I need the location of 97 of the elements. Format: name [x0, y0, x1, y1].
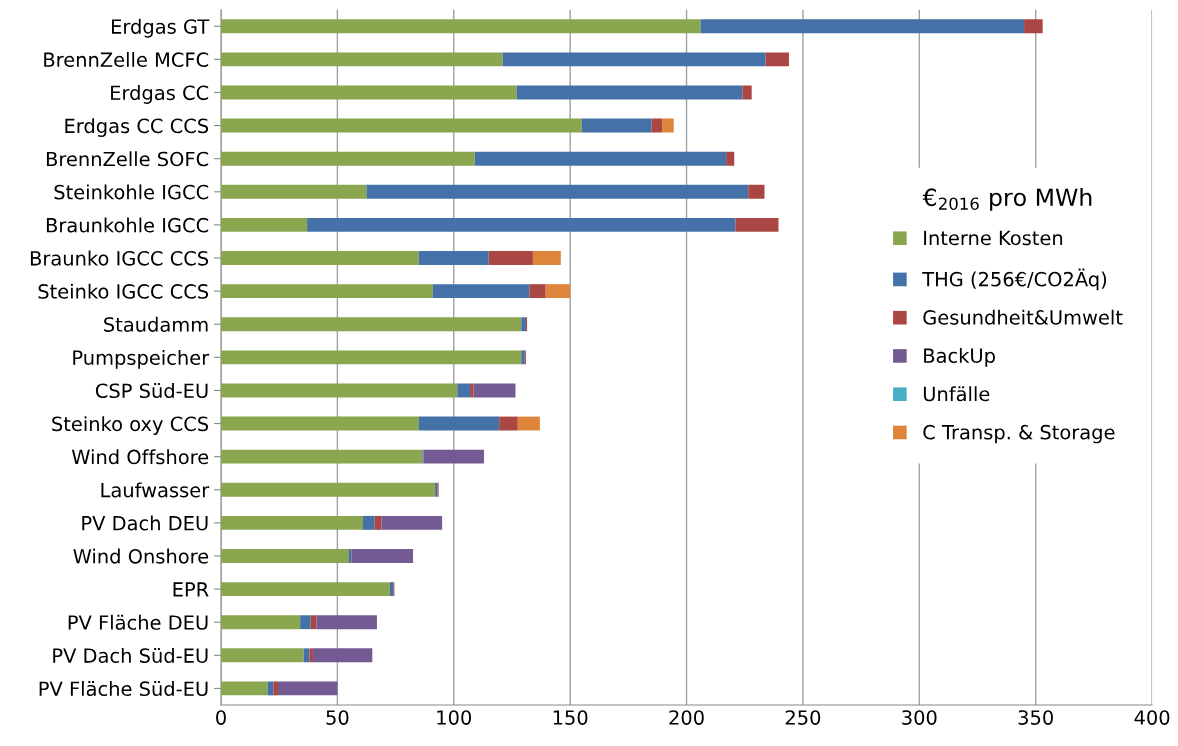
bar	[662, 118, 674, 133]
bar	[220, 217, 308, 232]
bar	[651, 118, 663, 133]
x-tick-label: 300	[902, 710, 937, 725]
bar	[374, 515, 382, 530]
bar	[220, 184, 367, 199]
y-tick-label: Erdgas GT	[112, 18, 210, 38]
y-tick-label: Pumpspeicher	[73, 349, 210, 369]
y-tick-label: Staudamm	[104, 316, 208, 332]
legend-label: BackUp	[924, 347, 995, 367]
y-tick-label: Braunko IGCC CCS	[30, 250, 209, 266]
y-tick-label: EPR	[173, 582, 209, 597]
bar	[735, 217, 779, 232]
bar	[220, 449, 423, 464]
bar	[307, 217, 736, 232]
x-tick-label: 50	[326, 710, 349, 725]
bar	[529, 284, 546, 299]
y-tick-label: BrennZelle MCFC	[44, 51, 209, 68]
bar	[521, 317, 526, 332]
bar	[516, 85, 743, 100]
bar	[726, 151, 735, 166]
bar	[220, 515, 363, 530]
bar	[220, 317, 522, 332]
bar	[220, 251, 419, 265]
bar	[220, 19, 701, 34]
y-tick-label: Wind Onshore	[73, 548, 209, 564]
bar	[366, 184, 749, 199]
y-tick-label: Braunkohle IGCC	[46, 217, 209, 233]
y-tick-label: Steinko oxy CCS	[52, 416, 209, 435]
x-tick-label: 200	[669, 710, 704, 725]
bar	[220, 85, 517, 100]
x-tick-label: 150	[553, 710, 588, 725]
y-tick-label: CSP Süd-EU	[95, 383, 208, 399]
bar	[312, 648, 373, 663]
y-tick-label: PV Dach Süd-EU	[53, 647, 208, 663]
bar	[273, 681, 279, 696]
x-tick-label: 0	[216, 710, 226, 725]
y-tick-label: Steinko IGCC CCS	[38, 283, 209, 299]
legend-label: Gesundheit&Umwelt	[923, 309, 1123, 325]
bar	[581, 118, 652, 133]
x-tick-label: 250	[785, 710, 821, 725]
bar	[517, 416, 540, 431]
legend-label: C Transp. & Storage	[923, 424, 1115, 444]
y-tick-label: Erdgas CC CCS	[65, 118, 209, 138]
y-tick-label: BrennZelle SOFC	[46, 151, 209, 167]
bar	[316, 615, 377, 630]
bar	[381, 515, 443, 530]
bar	[700, 19, 1025, 34]
bar	[220, 549, 350, 563]
bar	[1024, 19, 1043, 34]
x-tick-label: 400	[1134, 710, 1170, 725]
bar	[457, 383, 471, 398]
bar	[765, 52, 789, 67]
y-tick-label: Laufwasser	[101, 482, 210, 498]
bar	[220, 615, 301, 630]
y-tick-label: Wind Offshore	[71, 449, 209, 465]
bar	[300, 615, 311, 630]
x-tick-label: 100	[437, 710, 472, 725]
bar	[220, 648, 304, 663]
bar	[220, 151, 475, 166]
bar	[748, 184, 765, 199]
y-tick-label: Steinkohle IGCC	[54, 184, 209, 200]
y-tick-label: PV Fläche DEU	[68, 614, 208, 630]
bar	[351, 549, 414, 563]
bar	[418, 416, 500, 431]
y-tick-label: PV Dach DEU	[82, 515, 208, 531]
bar	[220, 350, 522, 365]
bar	[220, 383, 458, 398]
x-tick-label: 350	[1018, 710, 1053, 725]
bar	[502, 52, 766, 67]
legend-label: Unfälle	[923, 386, 990, 402]
bar	[220, 482, 436, 497]
bar	[220, 582, 390, 597]
bar	[220, 681, 268, 696]
bar	[470, 383, 474, 398]
legend-label: Interne Kosten	[924, 230, 1063, 246]
bar	[742, 85, 752, 100]
bar	[418, 251, 489, 265]
legend-title: €$_{2016}$ pro MWh	[922, 187, 1092, 211]
bar	[532, 251, 561, 265]
bar	[220, 52, 503, 67]
bar	[220, 284, 433, 299]
bar	[473, 383, 516, 398]
y-tick-label: PV Fläche Süd-EU	[39, 681, 208, 697]
bar	[278, 681, 338, 696]
bar	[474, 151, 727, 166]
bar	[220, 118, 582, 133]
bar	[545, 284, 571, 299]
bar	[309, 648, 313, 663]
bar	[488, 251, 533, 265]
bar	[499, 416, 518, 431]
y-tick-label: Erdgas CC	[111, 85, 209, 104]
bar	[362, 515, 375, 530]
bar	[432, 284, 530, 299]
bar	[220, 416, 419, 431]
bar	[423, 449, 485, 464]
legend-label: THG (256€/CO2Äq)	[922, 268, 1107, 291]
